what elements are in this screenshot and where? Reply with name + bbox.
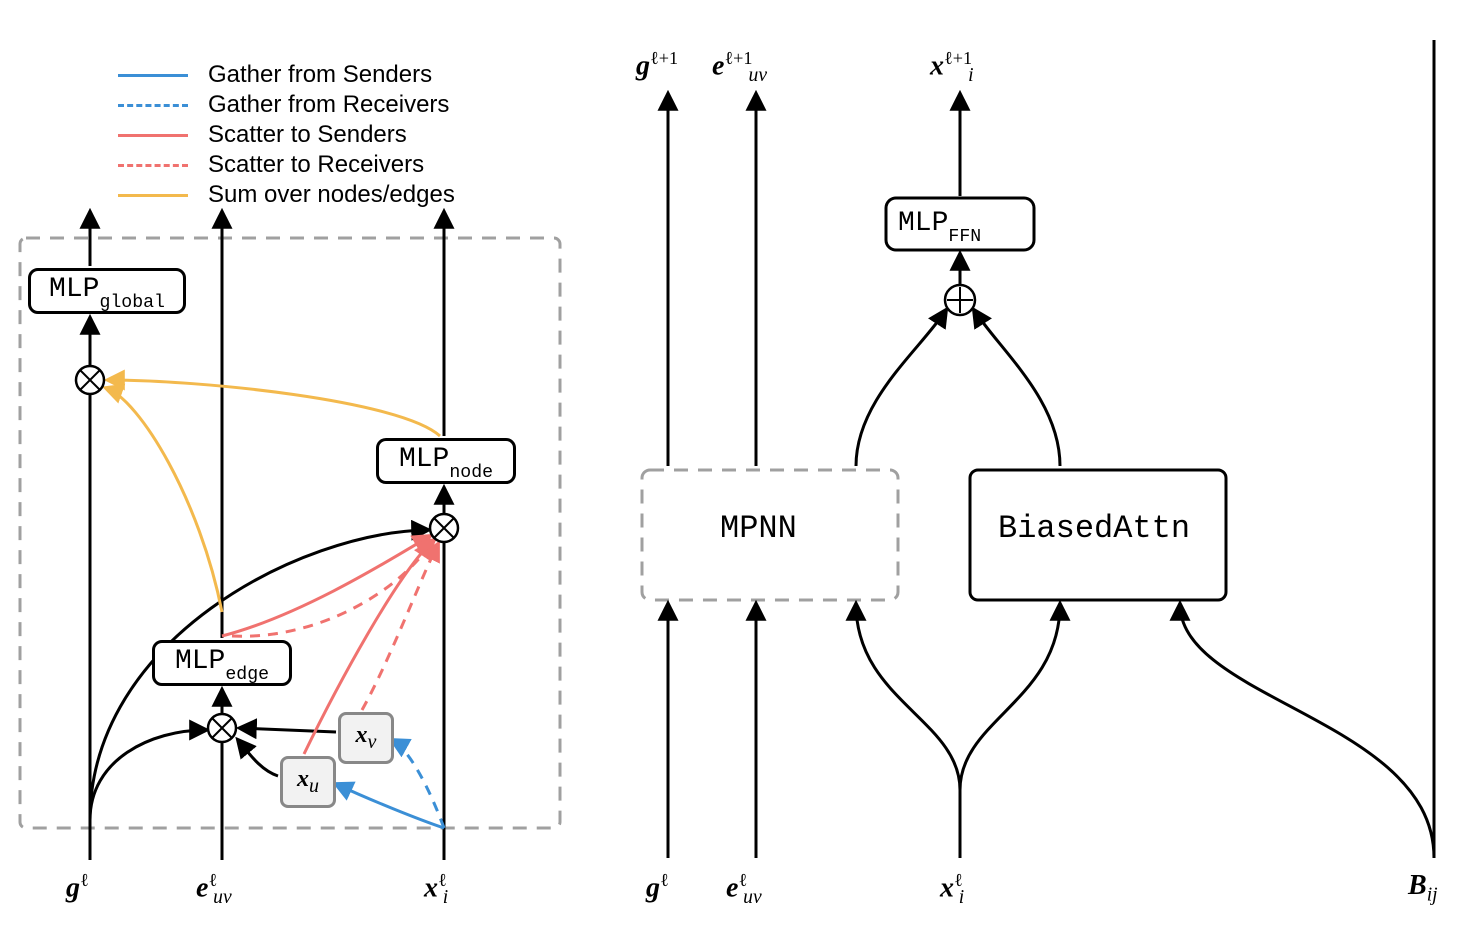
- legend-label: Scatter to Receivers: [208, 151, 424, 179]
- legend-swatch: [118, 164, 188, 167]
- left-input-g: gℓ: [66, 870, 89, 904]
- biasedattn-label: BiasedAttn: [998, 510, 1190, 547]
- mpnn-dashed-box: [20, 238, 560, 828]
- mlp-global-box: MLPglobal: [28, 268, 186, 314]
- legend-label: Gather from Senders: [208, 61, 432, 89]
- legend-label: Sum over nodes/edges: [208, 181, 455, 209]
- mlp-ffn-label: MLPFFN: [898, 208, 981, 243]
- mlp-edge-label: MLPedge: [175, 646, 269, 681]
- mlp-edge-box: MLPedge: [152, 640, 292, 686]
- left-input-x: xℓi: [424, 870, 448, 909]
- legend-swatch: [118, 74, 188, 77]
- legend-label: Gather from Receivers: [208, 91, 449, 119]
- diagram-canvas: MLPglobal MLPnode MLPedge xu xv gℓ eℓuv …: [0, 0, 1484, 937]
- xu-node: xu: [280, 756, 336, 808]
- legend-row: Scatter to Receivers: [118, 150, 455, 180]
- mlp-node-label: MLPnode: [399, 444, 493, 479]
- right-in-x: xℓi: [940, 870, 964, 909]
- legend-swatch: [118, 104, 188, 107]
- mlp-global-label: MLPglobal: [49, 274, 165, 309]
- mpnn-label: MPNN: [720, 510, 797, 547]
- legend-swatch: [118, 194, 188, 197]
- right-out-e: eℓ+1uv: [712, 48, 767, 87]
- legend-row: Sum over nodes/edges: [118, 180, 455, 210]
- right-in-e: eℓuv: [726, 870, 762, 909]
- legend-row: Gather from Senders: [118, 60, 455, 90]
- mlp-node-box: MLPnode: [376, 438, 516, 484]
- legend-swatch: [118, 134, 188, 137]
- right-out-g: gℓ+1: [636, 48, 678, 82]
- left-input-e: eℓuv: [196, 870, 232, 909]
- legend-label: Scatter to Senders: [208, 121, 407, 149]
- legend-row: Scatter to Senders: [118, 120, 455, 150]
- right-in-g: gℓ: [646, 870, 669, 904]
- legend: Gather from Senders Gather from Receiver…: [118, 60, 455, 210]
- xv-node: xv: [338, 712, 394, 764]
- right-in-B: Bij: [1408, 870, 1438, 907]
- right-out-x: xℓ+1i: [930, 48, 974, 87]
- legend-row: Gather from Receivers: [118, 90, 455, 120]
